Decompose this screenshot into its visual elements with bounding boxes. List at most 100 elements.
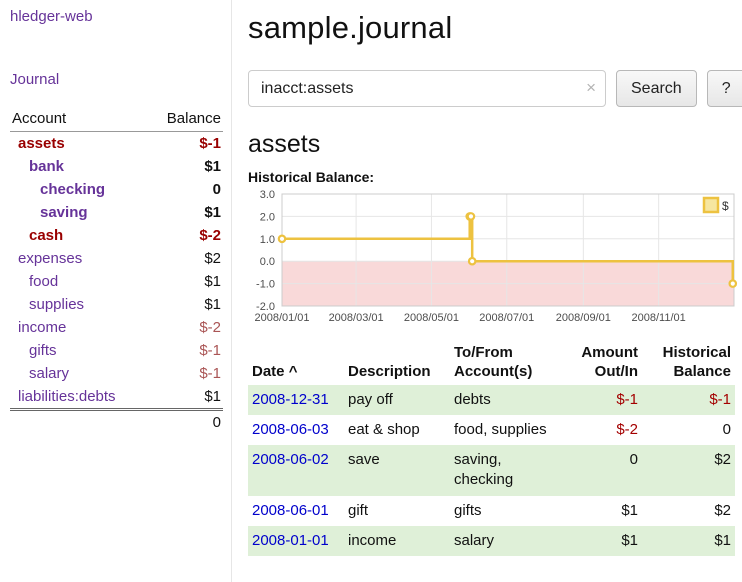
account-balance: $-2 xyxy=(199,319,221,336)
transaction-description: save xyxy=(348,451,380,468)
transaction-date-cell: 2008-06-02 xyxy=(248,445,344,496)
transaction-accounts: gifts xyxy=(454,501,482,519)
transaction-date-cell: 2008-06-01 xyxy=(248,496,344,526)
account-row: food $1 xyxy=(10,270,223,293)
account-table: Account Balance assets $-1 bank $1 checking 0… xyxy=(10,108,223,435)
transaction-description: pay off xyxy=(348,390,393,408)
account-row: expenses $2 xyxy=(10,247,223,270)
transaction-balance: $-1 xyxy=(709,390,731,408)
clear-search-icon[interactable]: × xyxy=(586,78,596,97)
account-balance: $-2 xyxy=(199,227,221,244)
transaction-date-link[interactable]: 2008-12-31 xyxy=(252,390,329,408)
help-button[interactable]: ? xyxy=(706,70,742,107)
account-link[interactable]: saving xyxy=(40,204,88,221)
register-rows: 2008-12-31 pay off debts $-1 $-1 2008-06-03 ea… xyxy=(248,384,735,556)
account-balance: $2 xyxy=(204,250,221,267)
account-link[interactable]: food xyxy=(29,273,59,290)
transaction-amount: $1 xyxy=(621,531,638,549)
historical-header-line1: Historical xyxy=(662,344,731,361)
transaction-date-link[interactable]: 2008-06-03 xyxy=(252,420,329,438)
search-input-wrap: × xyxy=(248,70,606,107)
account-row: supplies $1 xyxy=(10,293,223,316)
svg-text:2008/11/01: 2008/11/01 xyxy=(632,312,686,324)
account-row: gifts $-1 xyxy=(10,339,223,362)
svg-text:$: $ xyxy=(722,199,729,213)
accounts-header-line1: To/From xyxy=(454,344,513,361)
sidebar: hledger-web Journal Account Balance asse… xyxy=(0,0,232,582)
historical-header-line2: Balance xyxy=(673,362,731,380)
account-balance: 0 xyxy=(212,181,221,198)
account-balance: $1 xyxy=(204,388,221,405)
transaction-date-link[interactable]: 2008-06-02 xyxy=(252,451,329,468)
transaction-amount: 0 xyxy=(629,451,638,468)
register-row: 2008-06-01 gift gifts $1 $2 xyxy=(248,496,735,526)
account-row: saving $1 xyxy=(10,201,223,224)
svg-text:2.0: 2.0 xyxy=(260,211,275,223)
account-rows: assets $-1 bank $1 checking 0 saving $1 cash $-2 e… xyxy=(10,132,223,408)
account-total-row: 0 xyxy=(10,408,223,435)
svg-text:-2.0: -2.0 xyxy=(256,301,275,313)
main-content: sample.journal × Search ? assets Histori… xyxy=(248,0,742,556)
account-row: cash $-2 xyxy=(10,224,223,247)
register-header-row: Date ^ Description To/From Account(s) Amo… xyxy=(248,341,735,385)
sidebar-item-journal[interactable]: Journal xyxy=(10,71,60,88)
svg-text:0.0: 0.0 xyxy=(260,256,275,268)
page-title: sample.journal xyxy=(248,10,453,45)
search-input[interactable] xyxy=(248,70,606,107)
account-link[interactable]: assets xyxy=(18,135,65,152)
transaction-balance: 0 xyxy=(722,420,731,438)
amount-column-header: Amount Out/In xyxy=(562,341,642,385)
account-balance: $1 xyxy=(204,273,221,290)
account-link[interactable]: liabilities:debts xyxy=(18,388,116,405)
account-table-header: Account Balance xyxy=(10,108,223,132)
transaction-description: gift xyxy=(348,501,369,519)
search-button[interactable]: Search xyxy=(616,70,697,107)
transaction-amount: $1 xyxy=(621,501,638,519)
account-link[interactable]: cash xyxy=(29,227,64,244)
account-balance: $1 xyxy=(204,204,221,221)
svg-text:3.0: 3.0 xyxy=(260,189,275,201)
account-row: liabilities:debts $1 xyxy=(10,385,223,408)
transaction-description: eat & shop xyxy=(348,420,420,438)
amount-header-line1: Amount xyxy=(581,344,638,361)
transaction-date-link[interactable]: 2008-01-01 xyxy=(252,531,329,549)
account-balance: $1 xyxy=(204,158,221,175)
transaction-accounts: salary xyxy=(454,531,495,549)
account-link[interactable]: salary xyxy=(29,365,70,382)
account-balance: $1 xyxy=(204,296,221,313)
account-balance: $-1 xyxy=(199,365,221,382)
balance-column-header: Balance xyxy=(166,110,221,127)
account-link[interactable]: income xyxy=(18,319,67,336)
register-row: 2008-06-03 eat & shop food, supplies $-2 0 xyxy=(248,415,735,445)
account-balance: $-1 xyxy=(199,135,221,152)
transaction-date-cell: 2008-01-01 xyxy=(248,526,344,556)
transaction-balance: $2 xyxy=(714,501,731,519)
brand-link[interactable]: hledger-web xyxy=(10,8,93,25)
accounts-column-header: To/From Account(s) xyxy=(450,341,562,385)
date-column-header[interactable]: Date ^ xyxy=(248,341,344,385)
svg-text:2008/09/01: 2008/09/01 xyxy=(556,312,611,324)
total-balance: 0 xyxy=(212,414,221,431)
account-row: assets $-1 xyxy=(10,132,223,155)
account-link[interactable]: expenses xyxy=(18,250,83,267)
account-link[interactable]: checking xyxy=(40,181,106,198)
transaction-accounts: saving, checking xyxy=(454,451,514,489)
historical-column-header: Historical Balance xyxy=(642,341,735,385)
transaction-date-link[interactable]: 2008-06-01 xyxy=(252,501,329,519)
register-row: 2008-06-02 save saving, checking 0 $2 xyxy=(248,445,735,496)
account-column-header: Account xyxy=(12,110,67,127)
svg-text:-1.0: -1.0 xyxy=(256,279,275,291)
account-link[interactable]: bank xyxy=(29,158,65,175)
register-row: 2008-12-31 pay off debts $-1 $-1 xyxy=(248,384,735,415)
register-row: 2008-01-01 income salary $1 $1 xyxy=(248,525,735,556)
account-link[interactable]: supplies xyxy=(29,296,85,313)
transaction-accounts: food, supplies xyxy=(454,420,547,438)
transaction-balance: $2 xyxy=(714,451,731,468)
transaction-description: income xyxy=(348,531,397,549)
svg-text:2008/05/01: 2008/05/01 xyxy=(404,312,459,324)
transaction-accounts: debts xyxy=(454,390,491,408)
chart-title: Historical Balance: xyxy=(248,169,375,185)
account-balance: $-1 xyxy=(199,342,221,359)
account-link[interactable]: gifts xyxy=(29,342,57,359)
